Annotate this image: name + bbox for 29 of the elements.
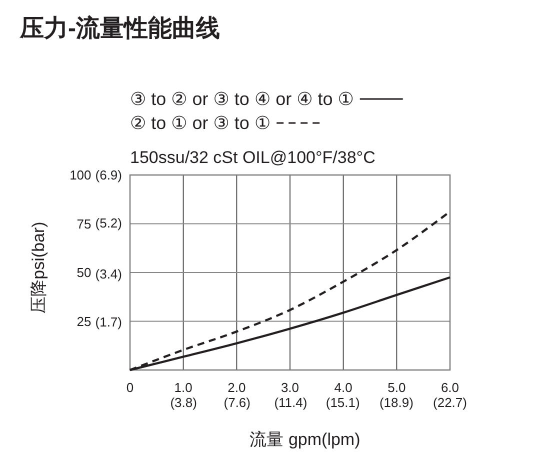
- x-tick-label: 5.0: [388, 380, 406, 395]
- legend-label: ③ to ② or ③ to ④ or ④ to ①: [130, 89, 354, 109]
- y-tick-label: 50: [76, 265, 92, 280]
- legend-label: ② to ① or ③ to ①: [130, 113, 271, 133]
- x2-tick-label: (11.4): [274, 395, 308, 410]
- x2-tick-label: (3.8): [170, 395, 197, 410]
- y-tick-label: 100: [70, 168, 92, 182]
- y2-tick-label: (6.9): [95, 168, 122, 182]
- x-tick-label: 3.0: [280, 380, 300, 395]
- x2-tick-label: (18.9): [379, 395, 414, 410]
- y-tick-label: 75: [76, 216, 92, 232]
- y-tick-label: 25: [76, 314, 92, 329]
- x-tick-label: 2.0: [228, 380, 246, 395]
- y2-tick-label: (3.4): [95, 266, 122, 282]
- legend-item: ② to ① or ③ to ①: [130, 113, 320, 133]
- y-axis-title: 压降psi(bar): [29, 222, 48, 314]
- y2-tick-label: (5.2): [95, 216, 122, 231]
- x2-tick-label: (7.6): [224, 395, 251, 410]
- x-axis-title: 流量 gpm(lpm): [250, 430, 360, 449]
- chart-title: 压力-流量性能曲线: [19, 15, 220, 42]
- y2-tick-label: (1.7): [95, 314, 122, 330]
- chart-subtitle: 150ssu/32 cSt OIL@100°F/38°C: [130, 148, 376, 167]
- legend-item: ③ to ② or ③ to ④ or ④ to ①: [130, 89, 403, 109]
- x-tick-label: 0: [126, 380, 134, 395]
- x-tick-label: 1.0: [174, 380, 192, 395]
- x2-tick-label: (22.7): [433, 395, 467, 410]
- x2-tick-label: (15.1): [326, 395, 360, 410]
- x-tick-label: 6.0: [440, 380, 460, 395]
- x-tick-label: 4.0: [334, 380, 352, 395]
